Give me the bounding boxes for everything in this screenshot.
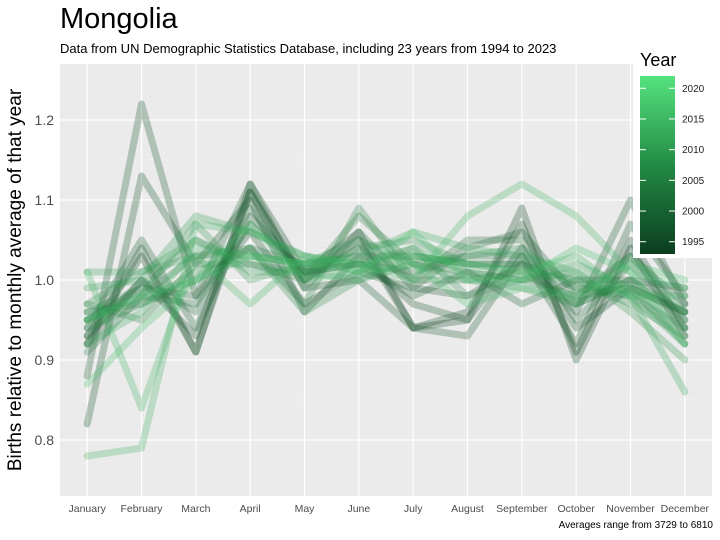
series-line-2005 — [83, 204, 689, 324]
y-tick-label: 0.9 — [35, 352, 55, 368]
legend-tick-label: 2015 — [682, 114, 705, 125]
chart-subtitle: Data from UN Demographic Statistics Data… — [60, 41, 557, 56]
y-tick-label: 1.1 — [35, 192, 55, 208]
series-line-2001 — [83, 204, 689, 340]
legend: Year 1995 2000 2005 2010 2015 2020 — [633, 44, 712, 258]
x-tick-label: February — [120, 503, 163, 515]
x-tick-label: May — [295, 503, 316, 515]
x-tick-label: March — [181, 503, 210, 515]
x-tick-label: January — [68, 503, 106, 515]
series-lines — [83, 100, 689, 460]
x-tick-label: September — [496, 503, 548, 515]
legend-tick-label: 2020 — [682, 84, 705, 95]
y-tick-label: 1.2 — [35, 112, 55, 128]
series-line-2011 — [83, 236, 689, 348]
minor-gridlines — [60, 159, 712, 401]
series-line-1997 — [83, 100, 689, 380]
series-line-2004 — [83, 212, 689, 324]
x-tick-label: October — [557, 503, 595, 515]
series-line-2014 — [83, 180, 689, 412]
x-tick-label: June — [347, 503, 370, 515]
series-line-2002 — [83, 220, 689, 356]
y-tick-label: 0.8 — [35, 432, 55, 448]
x-tick-label: April — [240, 503, 261, 515]
series-line-2012 — [83, 228, 689, 396]
legend-colorbar — [640, 76, 675, 254]
series-line-2009 — [83, 220, 689, 324]
x-tick-label: December — [661, 503, 710, 515]
series-line-2003 — [83, 244, 689, 332]
series-line-1999 — [83, 212, 689, 332]
series-line-1996 — [83, 172, 689, 428]
series-line-1994 — [83, 180, 689, 364]
legend-title: Year — [640, 50, 676, 70]
y-tick-labels: 0.8 0.9 1.0 1.1 1.2 — [35, 112, 55, 448]
series-line-2016 — [83, 228, 689, 324]
series-line-2010 — [83, 212, 689, 332]
legend-tick-label: 2000 — [682, 207, 705, 218]
legend-tick-label: 2010 — [682, 145, 705, 156]
x-tick-labels: January February March April May June July Augu… — [68, 503, 709, 515]
series-line-2008 — [83, 244, 689, 364]
series-line-2007 — [83, 244, 689, 348]
series-line-1998 — [83, 188, 689, 356]
series-line-2000 — [83, 180, 689, 324]
major-gridlines — [60, 64, 712, 496]
series-line-2006 — [83, 236, 689, 340]
chart-title: Mongolia — [60, 3, 178, 35]
series-line-2015 — [83, 220, 689, 388]
legend-tick-label: 1995 — [682, 237, 705, 248]
legend-tick-label: 2005 — [682, 176, 705, 187]
series-line-2013 — [83, 220, 689, 460]
x-tick-label: August — [451, 503, 484, 515]
x-tick-label: July — [404, 503, 423, 515]
legend-ticks: 1995 2000 2005 2010 2015 2020 — [640, 84, 705, 248]
x-tick-label: November — [606, 503, 655, 515]
series-line-1995 — [83, 188, 689, 356]
chart-caption: Averages range from 3729 to 6810 — [558, 520, 713, 531]
y-tick-label: 1.0 — [35, 272, 55, 288]
